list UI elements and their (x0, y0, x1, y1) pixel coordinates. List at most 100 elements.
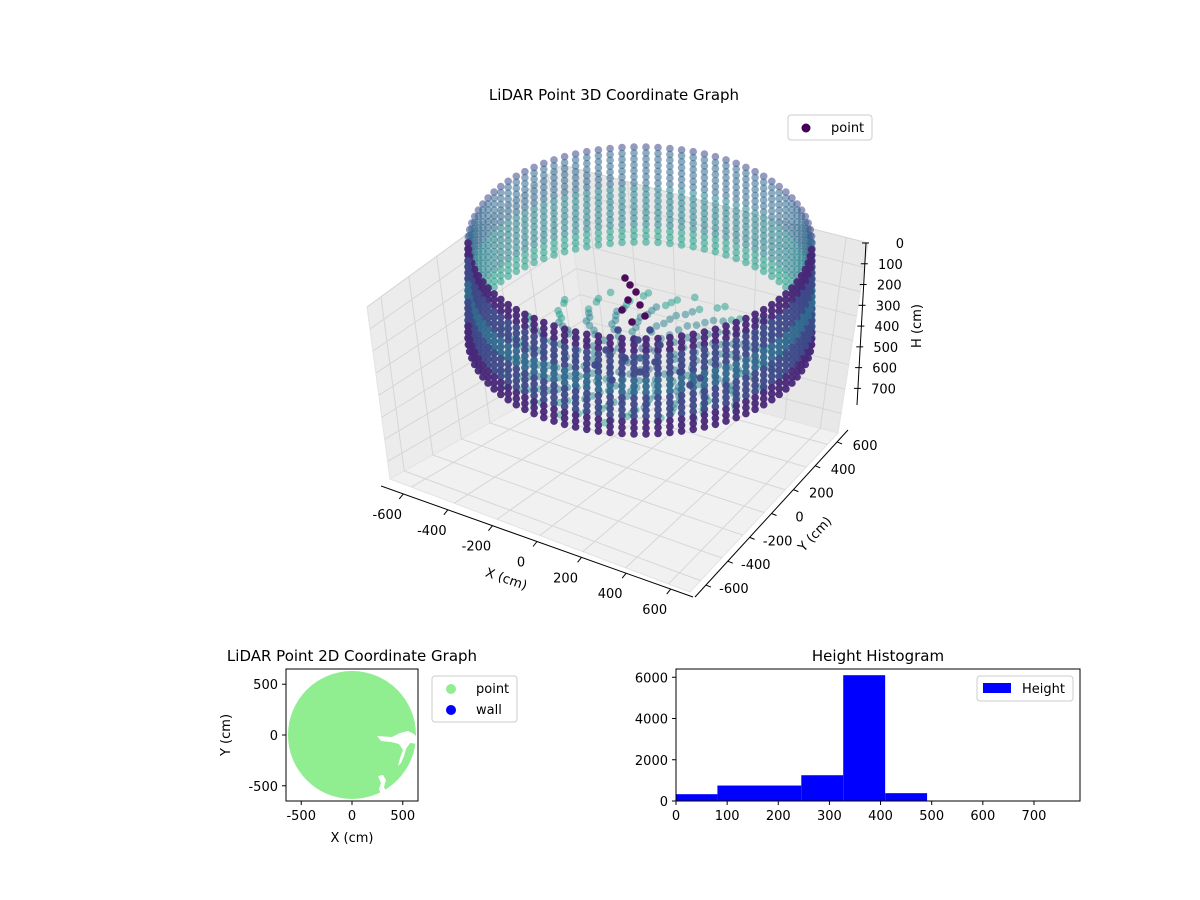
lidar-point (654, 155, 662, 164)
lidar-point (642, 382, 650, 391)
lidar-point (654, 411, 662, 420)
lidar-point (689, 342, 697, 351)
lidar-point (521, 197, 529, 206)
lidar-point (793, 200, 801, 208)
z-tick-label: 300 (876, 299, 901, 314)
grid-y-floor (489, 422, 765, 513)
lidar-point (677, 379, 686, 388)
lidar-point (530, 181, 538, 189)
lidar-point (742, 326, 750, 335)
lidar-point (711, 408, 720, 417)
x-tick-label-2d: -500 (286, 809, 316, 824)
lidar-point (540, 366, 548, 374)
lidar-point (689, 207, 697, 215)
lidar-point (782, 241, 790, 250)
lidar-point (560, 420, 569, 429)
lidar-point (540, 330, 548, 339)
lidar-point (722, 405, 730, 414)
lidar-point (602, 346, 610, 354)
lidar-point (594, 391, 603, 400)
lidar-point (691, 293, 699, 302)
lidar-point (504, 336, 512, 345)
lidar-point (641, 312, 649, 320)
lidar-point (497, 265, 505, 274)
lidar-point (666, 192, 674, 200)
lidar-point (630, 161, 638, 169)
lidar-point (560, 349, 569, 357)
lidar-point (630, 208, 638, 217)
lidar-point (490, 331, 498, 340)
lidar-point (700, 381, 709, 390)
lidar-point (606, 239, 614, 248)
lidar-point (606, 351, 614, 360)
lidar-point (711, 164, 720, 173)
lidar-point (654, 334, 662, 343)
lidar-point (512, 394, 521, 403)
lidar-point (530, 169, 538, 178)
y-tick-label: -200 (763, 534, 793, 549)
lidar-point (550, 346, 558, 354)
y-tick (793, 489, 799, 493)
lidar-point (732, 342, 740, 351)
lidar-point (530, 193, 538, 201)
lidar-point (722, 221, 730, 229)
lidar-point (490, 271, 498, 280)
lidar-point (642, 388, 650, 397)
x-tick (443, 509, 449, 516)
lidar-point (732, 396, 740, 404)
lidar-point (530, 392, 538, 400)
lidar-point (722, 381, 730, 390)
lidar-point (775, 230, 783, 238)
lidar-point (540, 195, 548, 203)
lidar-point (504, 207, 512, 215)
lidar-point (630, 353, 638, 361)
lidar-point (801, 265, 810, 274)
lidar-point (700, 393, 709, 402)
lidar-point (732, 254, 740, 263)
lidar-point (666, 210, 674, 218)
lidar-point (711, 355, 720, 363)
lidar-point (504, 324, 512, 333)
lidar-point (560, 414, 569, 423)
lidar-point (793, 278, 801, 286)
lidar-point (521, 185, 529, 194)
lidar-point (700, 405, 709, 414)
y-tick-label: 200 (809, 487, 834, 502)
lidar-point (497, 384, 505, 393)
lidar-point (484, 253, 492, 262)
lidar-point (689, 419, 697, 428)
y-axis-label-2d: Y (cm) (219, 714, 234, 757)
lidar-point (540, 219, 548, 227)
lidar-point (677, 344, 686, 352)
lidar-point (521, 375, 529, 384)
lidar-point (490, 313, 498, 322)
lidar-point (606, 428, 614, 437)
lidar-point (666, 204, 674, 212)
lidar-point (732, 159, 740, 168)
lidar-point (642, 370, 650, 379)
lidar-point (521, 179, 529, 188)
lidar-point (768, 242, 776, 251)
lidar-point (497, 378, 505, 387)
lidar-point (618, 306, 626, 314)
lidar-point (788, 194, 796, 202)
lidar-point (521, 233, 529, 241)
lidar-point (592, 298, 601, 306)
lidar-point (583, 419, 591, 428)
lidar-point (677, 356, 686, 364)
lidar-point (464, 316, 472, 325)
lidar-point (732, 189, 740, 197)
lidar-point (711, 152, 720, 161)
lidar-point (606, 180, 614, 188)
lidar-point (700, 399, 709, 408)
lidar-point (594, 152, 603, 160)
lidar-point (751, 256, 759, 265)
lidar-point (775, 206, 783, 215)
lidar-point (788, 290, 796, 298)
lidar-point (550, 387, 558, 396)
lidar-point (751, 167, 759, 176)
lidar-point (540, 213, 548, 221)
lidar-point (677, 397, 686, 406)
lidar-point (560, 152, 569, 161)
lidar-point (504, 260, 512, 269)
